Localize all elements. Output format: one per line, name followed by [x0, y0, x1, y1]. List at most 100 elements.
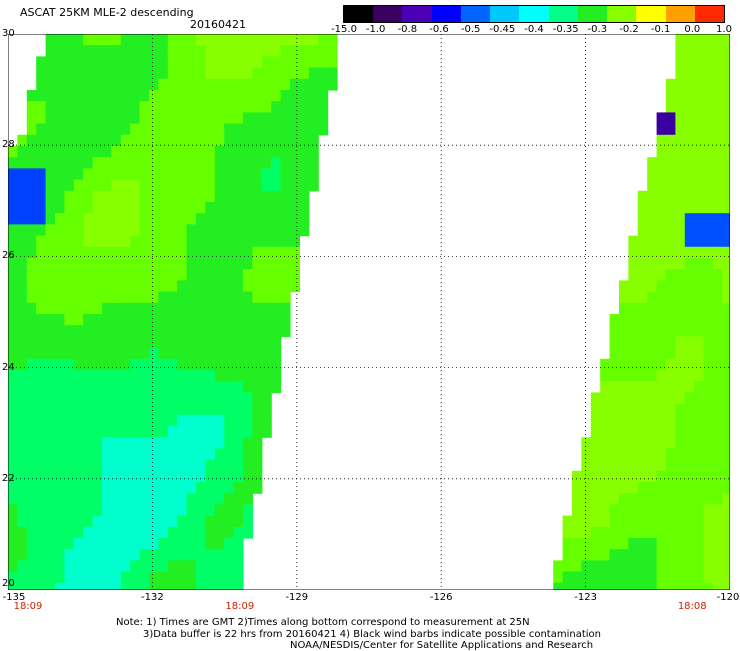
swath-cell: [73, 347, 84, 360]
swath-cell: [196, 56, 206, 69]
swath-cell: [139, 235, 150, 248]
swath-cell: [722, 146, 730, 158]
swath-cell: [139, 146, 150, 158]
swath-cell: [111, 190, 122, 203]
swath-cell: [271, 123, 282, 136]
swath-cell: [600, 358, 611, 371]
swath-cell: [83, 280, 94, 293]
swath-cell: [619, 437, 629, 449]
swath-cell: [214, 515, 225, 528]
swath-cell: [675, 280, 686, 293]
swath-cell: [600, 571, 611, 584]
swath-cell: [186, 526, 197, 539]
swath-cell: [243, 381, 253, 393]
swath-cell: [111, 426, 122, 438]
swath-cell: [581, 493, 592, 505]
swath-cell: [619, 291, 629, 304]
swath-cell: [45, 67, 56, 80]
swath-cell: [684, 179, 695, 192]
swath-cell: [64, 448, 75, 461]
swath-cell: [703, 302, 714, 315]
swath-cell: [628, 426, 639, 438]
swath-cell: [120, 168, 131, 181]
swath-cell: [149, 190, 159, 203]
swath-cell: [73, 403, 84, 416]
swath-cell: [684, 67, 695, 80]
swath-cell: [666, 224, 676, 237]
swath-cell: [102, 336, 112, 349]
swath-cell: [647, 493, 658, 505]
swath-cell: [628, 560, 639, 573]
swath-cell: [102, 347, 112, 360]
swath-cell: [139, 470, 150, 483]
swath-cell: [186, 470, 197, 483]
swath-cell: [73, 246, 84, 259]
swath-cell: [83, 560, 94, 573]
swath-cell: [224, 101, 235, 113]
swath-cell: [703, 235, 714, 248]
swath-cell: [55, 336, 65, 349]
swath-cell: [186, 549, 197, 561]
swath-cell: [722, 504, 730, 517]
swath-cell: [186, 224, 197, 237]
swath-cell: [36, 67, 47, 80]
swath-cell: [572, 493, 582, 505]
swath-cell: [609, 358, 620, 371]
swath-cell: [637, 258, 648, 270]
swath-cell: [713, 392, 723, 405]
swath-cell: [64, 157, 75, 169]
swath-cell: [120, 504, 131, 517]
swath-cell: [8, 549, 18, 561]
swath-cell: [233, 269, 244, 281]
swath-cell: [308, 34, 319, 46]
swath-cell: [102, 560, 112, 573]
swath-cell: [600, 381, 611, 393]
swath-cell: [628, 302, 639, 315]
swath-cell: [600, 448, 611, 461]
swath-cell: [83, 403, 94, 416]
swath-cell: [158, 526, 169, 539]
swath-cell: [26, 224, 37, 237]
colorbar-segment: [402, 6, 433, 22]
swath-cell: [83, 78, 94, 91]
swath-cell: [149, 213, 159, 225]
swath-cell: [261, 78, 272, 91]
swath-cell: [167, 45, 178, 57]
swath-cell: [656, 515, 667, 528]
swath-cell: [214, 56, 225, 69]
swath-cell: [186, 515, 197, 528]
swath-cell: [713, 291, 723, 304]
swath-cell: [73, 280, 84, 293]
swath-cell: [214, 526, 225, 539]
swath-cell: [64, 515, 75, 528]
swath-cell: [243, 269, 253, 281]
swath-cell: [694, 168, 705, 181]
swath-cell: [196, 302, 206, 315]
swath-cell: [713, 224, 723, 237]
swath-cell: [656, 325, 667, 337]
swath-cell: [205, 168, 216, 181]
swath-cell: [261, 392, 272, 405]
swath-cell: [73, 314, 84, 326]
swath-cell: [308, 168, 319, 181]
colorbar-label: 1.0: [716, 24, 732, 35]
swath-cell: [299, 202, 310, 214]
swath-cell: [36, 269, 47, 281]
swath-cell: [694, 190, 705, 203]
swath-cell: [130, 504, 141, 517]
swath-cell: [17, 314, 28, 326]
swath-cell: [177, 314, 188, 326]
swath-cell: [261, 314, 272, 326]
swath-cell: [45, 515, 56, 528]
swath-cell: [167, 403, 178, 416]
swath-cell: [55, 526, 65, 539]
swath-cell: [214, 325, 225, 337]
swath-cell: [656, 269, 667, 281]
swath-cell: [158, 571, 169, 584]
swath-cell: [233, 101, 244, 113]
swath-cell: [675, 235, 686, 248]
swath-cell: [139, 358, 150, 371]
swath-cell: [271, 325, 282, 337]
swath-cell: [713, 56, 723, 69]
swath-cell: [252, 448, 263, 461]
